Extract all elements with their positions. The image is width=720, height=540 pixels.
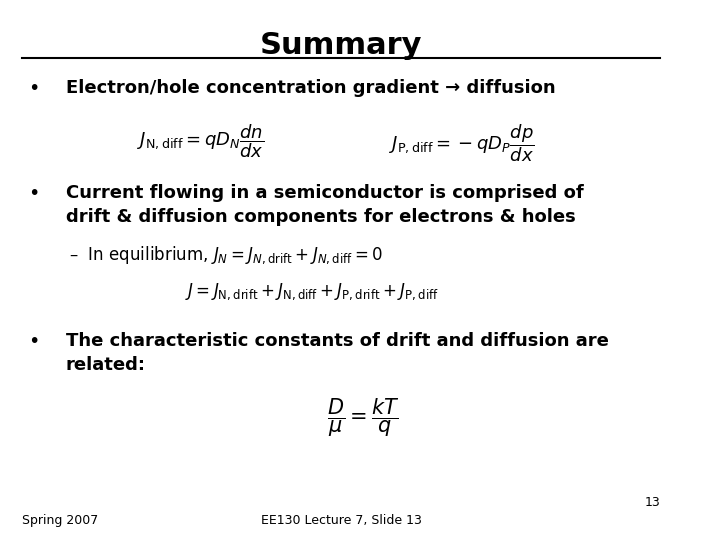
Text: The characteristic constants of drift and diffusion are
related:: The characteristic constants of drift an… [66, 332, 609, 374]
Text: $J_{\mathrm{N,diff}} = qD_N \dfrac{dn}{dx}$: $J_{\mathrm{N,diff}} = qD_N \dfrac{dn}{d… [138, 122, 264, 160]
Text: $\dfrac{D}{\mu} = \dfrac{kT}{q}$: $\dfrac{D}{\mu} = \dfrac{kT}{q}$ [328, 396, 400, 439]
Text: –  In equilibrium, $J_N = J_{N,\mathrm{drift}} + J_{N,\mathrm{diff}} = 0$: – In equilibrium, $J_N = J_{N,\mathrm{dr… [69, 244, 383, 266]
Text: Current flowing in a semiconductor is comprised of
drift & diffusion components : Current flowing in a semiconductor is co… [66, 184, 584, 226]
Text: Electron/hole concentration gradient → diffusion: Electron/hole concentration gradient → d… [66, 79, 556, 97]
Text: Spring 2007: Spring 2007 [22, 514, 98, 527]
Text: •: • [29, 184, 40, 203]
Text: 13: 13 [644, 496, 660, 509]
Text: •: • [29, 332, 40, 351]
Text: $J_{\mathrm{P,diff}} = -qD_P \dfrac{dp}{dx}$: $J_{\mathrm{P,diff}} = -qD_P \dfrac{dp}{… [389, 122, 534, 164]
Text: •: • [29, 79, 40, 98]
Text: $J = J_{\mathrm{N,drift}} + J_{\mathrm{N,diff}} + J_{\mathrm{P,drift}} + J_{\mat: $J = J_{\mathrm{N,drift}} + J_{\mathrm{N… [185, 282, 438, 302]
Text: Summary: Summary [260, 31, 423, 60]
Text: EE130 Lecture 7, Slide 13: EE130 Lecture 7, Slide 13 [261, 514, 421, 527]
